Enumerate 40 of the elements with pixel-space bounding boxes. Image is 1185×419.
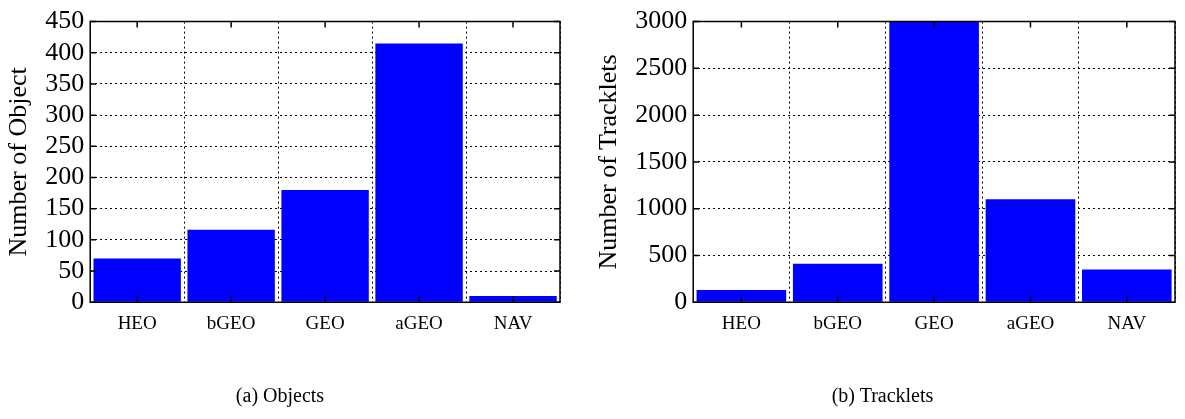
x-tick-label: GEO: [914, 311, 954, 333]
y-tick-label: 1500: [635, 145, 688, 175]
text: (b) Tracklets: [831, 384, 934, 408]
y-axis-title: Number of Object: [3, 66, 33, 257]
x-tick-label: GEO: [305, 311, 345, 333]
x-tick-label: aGEO: [395, 311, 443, 333]
bar: [696, 290, 787, 302]
bar: [93, 258, 181, 302]
y-tick-label: 350: [45, 67, 85, 97]
y-tick-label: 400: [45, 36, 85, 66]
bar: [985, 199, 1076, 302]
y-tick-label: 250: [45, 130, 85, 160]
y-tick-label: 50: [58, 254, 85, 284]
y-tick-label: 200: [45, 161, 85, 191]
y-tick-label: 150: [45, 192, 85, 222]
y-tick-label: 3000: [635, 5, 688, 35]
bar: [1082, 269, 1172, 302]
bar: [187, 229, 275, 302]
x-tick-label: NAV: [1107, 311, 1147, 333]
text: (a) Objects: [235, 384, 325, 408]
y-axis-title: Number of Tracklets: [593, 54, 623, 270]
y-tick-label: 2000: [635, 98, 688, 128]
x-tick-label: bGEO: [813, 311, 863, 333]
y-tick-label: 0: [71, 286, 85, 316]
x-tick-label: aGEO: [1006, 311, 1055, 333]
x-tick-label: HEO: [721, 311, 761, 333]
y-tick-label: 2500: [635, 52, 688, 82]
bar: [281, 189, 369, 302]
y-tick-label: 1000: [635, 192, 688, 222]
y-tick-label: 100: [45, 223, 85, 253]
bar: [375, 43, 463, 302]
y-tick-label: 300: [45, 98, 85, 128]
x-tick-label: bGEO: [206, 311, 256, 333]
x-tick-label: HEO: [117, 311, 157, 333]
x-tick-label: NAV: [493, 311, 533, 333]
bar: [792, 263, 883, 302]
y-tick-label: 0: [674, 286, 688, 316]
y-tick-label: 450: [45, 5, 85, 35]
y-tick-label: 500: [648, 239, 688, 269]
bar: [889, 21, 979, 302]
